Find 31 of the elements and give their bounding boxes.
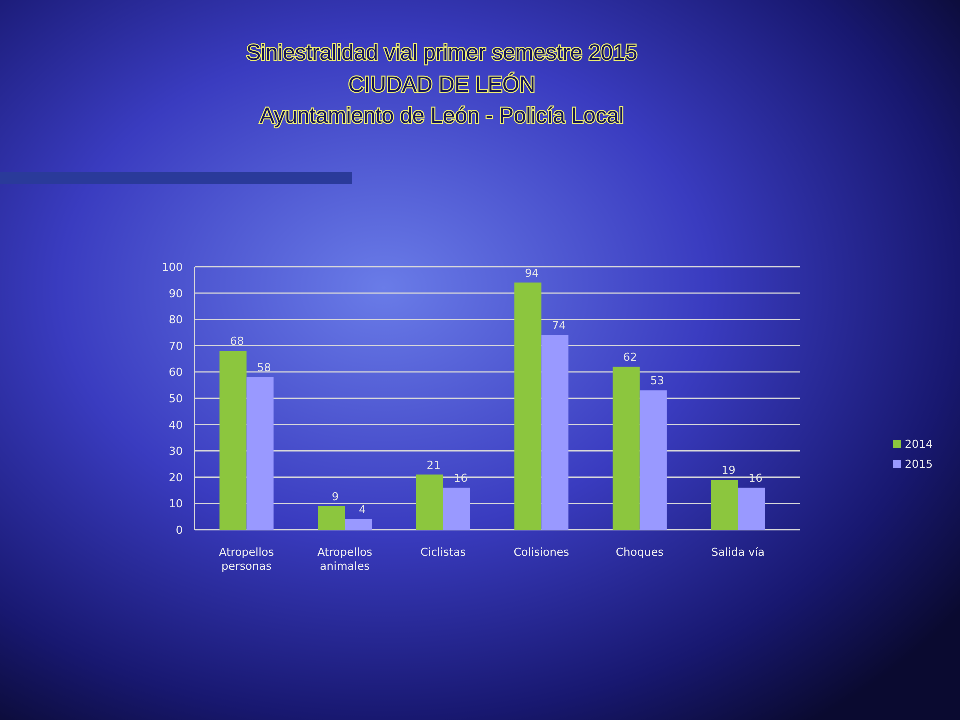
y-tick-label: 50 bbox=[169, 392, 183, 406]
x-tick-label: Colisiones bbox=[514, 546, 570, 559]
x-tick-label: Atropellos personas bbox=[219, 546, 275, 573]
y-tick-label: 0 bbox=[176, 524, 183, 537]
data-label: 58 bbox=[257, 361, 272, 374]
y-tick-label: 100 bbox=[162, 261, 183, 274]
y-tick-label: 70 bbox=[169, 340, 183, 353]
y-tick-label: 90 bbox=[169, 287, 183, 300]
data-label: 19 bbox=[722, 464, 736, 478]
data-label: 94 bbox=[525, 266, 540, 280]
x-tick-label: Salida vía bbox=[712, 546, 765, 559]
x-tick-label: Atropellos animales bbox=[318, 546, 373, 573]
data-label: 21 bbox=[426, 458, 441, 472]
y-tick-label: 60 bbox=[169, 366, 183, 380]
data-label: 68 bbox=[230, 335, 244, 348]
legend-label: 2015 bbox=[905, 458, 933, 471]
chart-title: Siniestralidad vial primer semestre 2015 bbox=[246, 40, 638, 65]
x-tick-label: Choques bbox=[616, 546, 664, 559]
data-label: 62 bbox=[623, 350, 638, 364]
data-label: 9 bbox=[332, 490, 340, 504]
data-label: 4 bbox=[359, 503, 366, 516]
chart-subtitle: CIUDAD DE LEÓN Ayuntamiento de León - Policía Local bbox=[260, 72, 624, 128]
data-label: 74 bbox=[552, 319, 566, 332]
y-tick-label: 40 bbox=[169, 418, 183, 432]
legend-label: 2014 bbox=[905, 438, 933, 451]
y-tick-label: 10 bbox=[169, 498, 183, 511]
y-tick-label: 30 bbox=[169, 445, 183, 458]
x-tick-label: Ciclistas bbox=[420, 546, 466, 559]
y-tick-label: 20 bbox=[169, 471, 183, 484]
y-tick-label: 80 bbox=[169, 314, 183, 327]
data-label: 53 bbox=[650, 374, 664, 388]
